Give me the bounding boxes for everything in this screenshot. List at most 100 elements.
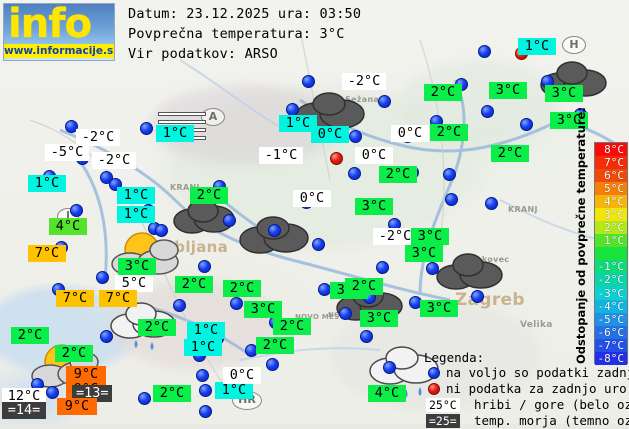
temperature-chip: 12°C	[2, 388, 46, 405]
station-dot[interactable]	[485, 197, 498, 210]
header-average-temp: Povprečna temperatura: 3°C	[128, 26, 345, 42]
station-dot[interactable]	[266, 358, 279, 371]
legend-blue-dot-icon	[428, 367, 440, 379]
station-dot[interactable]	[520, 118, 533, 131]
temperature-chip: 2°C	[138, 319, 176, 336]
temperature-chip: 3°C	[489, 82, 527, 99]
scale-step: 5°C	[595, 182, 627, 196]
place-label: Sežana	[345, 95, 380, 104]
legend-row-label: hribi / gore (belo ozadje)	[474, 397, 629, 412]
scale-step: -5°C	[595, 312, 627, 326]
temperature-chip: 0°C	[311, 126, 349, 143]
station-dot[interactable]	[349, 130, 362, 143]
temperature-chip: 9°C	[66, 366, 106, 383]
scale-step	[595, 247, 627, 261]
scale-step: 4°C	[595, 195, 627, 209]
temperature-chip: 1°C	[518, 38, 556, 55]
temperature-chip: 2°C	[424, 84, 462, 101]
scale-title: Odstopanje od povprečne temperature:	[574, 107, 588, 364]
temperature-chip: 1°C	[117, 187, 155, 204]
station-dot[interactable]	[140, 122, 153, 135]
temperature-chip: 3°C	[420, 300, 458, 317]
temperature-chip: 1°C	[28, 175, 66, 192]
station-dot[interactable]	[376, 261, 389, 274]
station-dot[interactable]	[339, 307, 352, 320]
place-label: KRANJ	[170, 183, 200, 192]
station-dot[interactable]	[445, 193, 458, 206]
station-dot[interactable]	[348, 167, 361, 180]
temperature-chip: 1°C	[279, 115, 317, 132]
temperature-chip: 4°C	[49, 218, 87, 235]
station-dot[interactable]	[100, 330, 113, 343]
temperature-chip: 5°C	[115, 275, 153, 292]
station-dot[interactable]	[360, 330, 373, 343]
station-dot[interactable]	[196, 369, 209, 382]
temperature-chip: -1°C	[259, 147, 303, 164]
station-dot[interactable]	[96, 271, 109, 284]
temperature-chip: 2°C	[273, 318, 311, 335]
sea-temperature-chip: =13=	[72, 385, 112, 402]
station-dot[interactable]	[443, 168, 456, 181]
station-dot[interactable]	[198, 260, 211, 273]
station-dot[interactable]	[199, 384, 212, 397]
station-dot[interactable]	[138, 392, 151, 405]
station-dot[interactable]	[378, 95, 391, 108]
temperature-chip: 3°C	[244, 301, 282, 318]
temperature-chip: 2°C	[430, 124, 468, 141]
temperature-chip: 0°C	[391, 125, 429, 142]
temperature-chip: 2°C	[256, 337, 294, 354]
station-dot[interactable]	[46, 386, 59, 399]
temperature-chip: -2°C	[342, 73, 386, 90]
temperature-chip: 3°C	[405, 245, 443, 262]
site-logo[interactable]: info www.informacije.si	[3, 3, 115, 61]
temperature-chip: 4°C	[368, 385, 406, 402]
sea-temperature-chip: =14=	[2, 402, 46, 419]
temperature-deviation-scale: Odstopanje od povprečne temperature: 8°C…	[570, 107, 628, 365]
station-dot[interactable]	[426, 262, 439, 275]
station-dot[interactable]	[173, 299, 186, 312]
station-dot[interactable]	[65, 120, 78, 133]
temperature-chip: 9°C	[57, 398, 97, 415]
station-dot[interactable]	[70, 204, 83, 217]
temperature-chip: 2°C	[491, 145, 529, 162]
station-dot[interactable]	[223, 214, 236, 227]
station-dot[interactable]	[478, 45, 491, 58]
temperature-chip: -2°C	[76, 129, 120, 146]
temperature-chip: -2°C	[92, 152, 136, 169]
temperature-chip: 0°C	[293, 190, 331, 207]
station-dot[interactable]	[268, 224, 281, 237]
legend-rows: na voljo so podatki zadnje ureni podatka…	[424, 365, 629, 429]
station-dot[interactable]	[383, 361, 396, 374]
logo-url: www.informacije.si	[4, 44, 115, 58]
scale-color-bar: 8°C 7°C 6°C 5°C 4°C 3°C 2°C 1°C -1°C -2°C -3°C -4°C…	[594, 142, 628, 365]
place-label: Čakovec	[470, 255, 510, 264]
legend-title: Legenda:	[424, 350, 485, 365]
station-dot[interactable]	[155, 224, 168, 237]
station-dot[interactable]	[302, 75, 315, 88]
temperature-chip: 2°C	[190, 187, 228, 204]
temperature-chip: -5°C	[45, 144, 89, 161]
legend-swatch: =25=	[426, 414, 460, 428]
legend-row: na voljo so podatki zadnje ure	[424, 365, 629, 381]
station-dot[interactable]	[199, 405, 212, 418]
temperature-chip: 2°C	[175, 276, 213, 293]
temperature-chip: 3°C	[360, 310, 398, 327]
temperature-chip: 3°C	[545, 85, 583, 102]
scale-step: 7°C	[595, 156, 627, 170]
legend-swatch: 25°C	[426, 398, 460, 412]
place-label: Zagreb	[455, 290, 525, 310]
legend-row: 25°C hribi / gore (belo ozadje)	[424, 397, 629, 413]
legend-row-label: temp. morja (temno ozadje)	[474, 413, 629, 428]
temperature-chip: 3°C	[550, 112, 588, 129]
station-dot[interactable]	[471, 290, 484, 303]
place-label: Velika	[520, 320, 553, 330]
station-dot[interactable]	[312, 238, 325, 251]
temperature-chip: 2°C	[345, 278, 383, 295]
station-dot[interactable]	[230, 297, 243, 310]
temperature-chip: 2°C	[153, 385, 191, 402]
scale-step: -7°C	[595, 338, 627, 352]
station-dot[interactable]	[481, 105, 494, 118]
station-dot-no-data[interactable]	[330, 152, 343, 165]
temperature-chip: 2°C	[55, 345, 93, 362]
cloud-icon-alps	[173, 199, 235, 234]
